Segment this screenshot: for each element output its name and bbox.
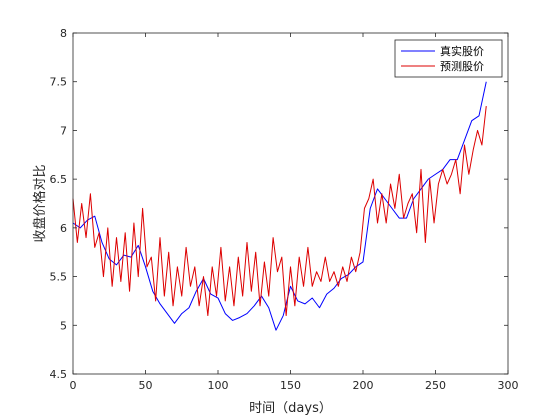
- legend-label-true-price: 真实股价: [440, 44, 484, 58]
- y-tick-label: 5.5: [50, 271, 68, 284]
- y-axis-title: 收盘价格对比: [32, 164, 48, 242]
- x-tick-label: 50: [139, 379, 153, 392]
- x-tick-label: 150: [280, 379, 301, 392]
- legend: 真实股价 预测股价: [394, 39, 503, 78]
- x-tick-label: 300: [498, 379, 519, 392]
- ticks-layer: 0 50 100 150 200 250 300 4.5 5 5.5 6 6.5 7 7.5 8: [50, 27, 519, 392]
- y-tick-label: 7.5: [50, 76, 68, 89]
- y-tick-label: 4.5: [50, 368, 68, 381]
- series-line-true-price: [72, 81, 487, 331]
- y-tick-label: 7: [60, 124, 67, 137]
- legend-box: [394, 39, 503, 78]
- x-tick-label: 250: [425, 379, 446, 392]
- y-tick-label: 8: [60, 27, 67, 40]
- legend-label-predicted-price: 预测股价: [440, 60, 484, 73]
- series-layer: [72, 81, 487, 331]
- y-tick-label: 6.5: [50, 173, 68, 186]
- plot-area: [73, 33, 508, 374]
- series-line-predicted-price: [72, 106, 487, 317]
- x-tick-label: 0: [70, 379, 77, 392]
- x-tick-label: 100: [208, 379, 229, 392]
- y-tick-label: 6: [60, 222, 67, 235]
- y-tick-label: 5: [60, 319, 67, 332]
- x-axis-title: 时间（days）: [249, 401, 332, 416]
- x-tick-label: 200: [353, 379, 374, 392]
